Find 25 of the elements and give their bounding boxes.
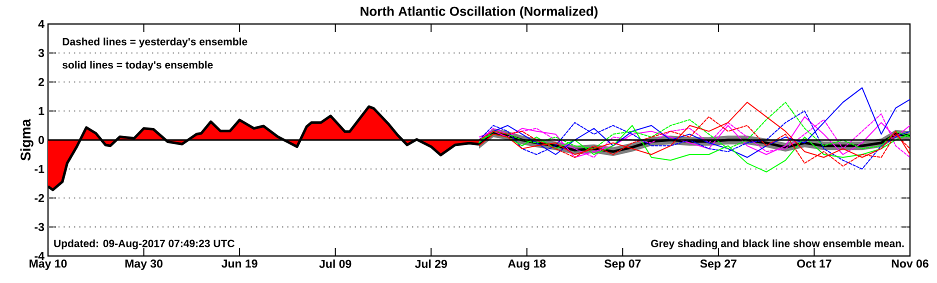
- y-tick-label: 0: [38, 136, 44, 144]
- annotation: solid lines = today's ensemble: [62, 60, 213, 71]
- x-tick-label: Jul 29: [414, 260, 447, 268]
- y-tick-label: -4: [34, 252, 44, 260]
- x-tick-label: Sep 07: [604, 260, 641, 270]
- y-tick-label: -3: [34, 222, 44, 232]
- x-tick-label: Nov 06: [892, 260, 928, 268]
- y-tick-label: 2: [38, 78, 44, 86]
- annotation: Grey shading and black line show ensemble mean.: [651, 239, 904, 250]
- annotation: Dashed lines = yesterday's ensemble: [62, 38, 248, 48]
- x-tick-label: May 30: [125, 260, 162, 270]
- y-tick-label: -2: [34, 194, 44, 202]
- x-tick-label: Sep 27: [700, 260, 736, 270]
- chart-title: North Atlantic Oscillation (Normalized): [360, 6, 598, 18]
- x-tick-label: Jun 19: [222, 260, 258, 268]
- x-tick-label: Oct 17: [797, 260, 832, 268]
- x-tick-label: Aug 18: [508, 260, 546, 270]
- annotation: Updated: 09-Aug-2017 07:49:23 UTC: [54, 239, 234, 250]
- x-tick-label: May 10: [30, 260, 67, 270]
- y-tick-label: -1: [34, 165, 44, 173]
- y-tick-label: 1: [38, 107, 44, 115]
- y-tick-label: 3: [38, 48, 44, 58]
- y-axis-title: Sigma: [20, 118, 34, 161]
- y-tick-label: 4: [38, 20, 44, 28]
- x-tick-label: Jul 09: [319, 260, 352, 268]
